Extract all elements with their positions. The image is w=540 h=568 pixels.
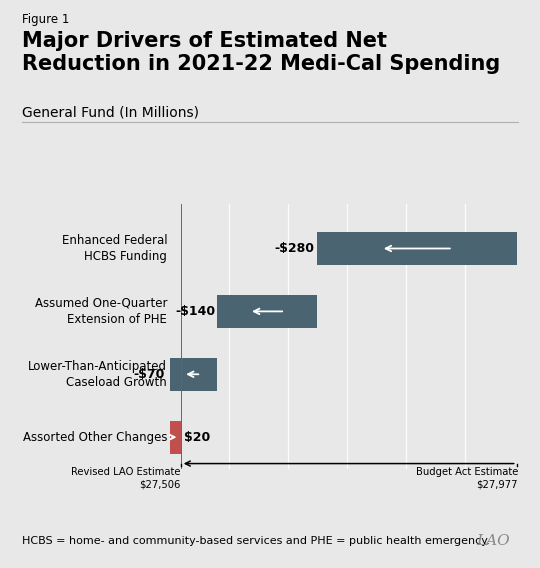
Text: $20: $20	[184, 431, 210, 444]
Bar	[217, 295, 317, 328]
Text: Figure 1: Figure 1	[22, 13, 69, 26]
Text: General Fund (In Millions): General Fund (In Millions)	[22, 105, 199, 119]
Text: Enhanced Federal
HCBS Funding: Enhanced Federal HCBS Funding	[62, 234, 167, 263]
Text: Budget Act Estimate
$27,977: Budget Act Estimate $27,977	[416, 467, 518, 490]
Text: Assorted Other Changes: Assorted Other Changes	[23, 431, 167, 444]
Text: LAO: LAO	[477, 534, 510, 548]
Text: Major Drivers of Estimated Net
Reduction in 2021-22 Medi-Cal Spending: Major Drivers of Estimated Net Reduction…	[22, 31, 500, 74]
Bar	[167, 421, 181, 453]
Text: Lower-Than-Anticipated
Caseload Growth: Lower-Than-Anticipated Caseload Growth	[28, 360, 167, 389]
Text: Revised LAO Estimate
$27,506: Revised LAO Estimate $27,506	[71, 467, 180, 490]
Text: -$70: -$70	[134, 367, 165, 381]
Text: -$280: -$280	[275, 242, 315, 255]
Text: HCBS = home- and community-based services and PHE = public health emergency.: HCBS = home- and community-based service…	[22, 536, 489, 546]
Text: Assumed One-Quarter
Extension of PHE: Assumed One-Quarter Extension of PHE	[35, 296, 167, 326]
Bar	[167, 358, 217, 391]
Bar	[317, 232, 517, 265]
Text: -$140: -$140	[175, 305, 215, 318]
